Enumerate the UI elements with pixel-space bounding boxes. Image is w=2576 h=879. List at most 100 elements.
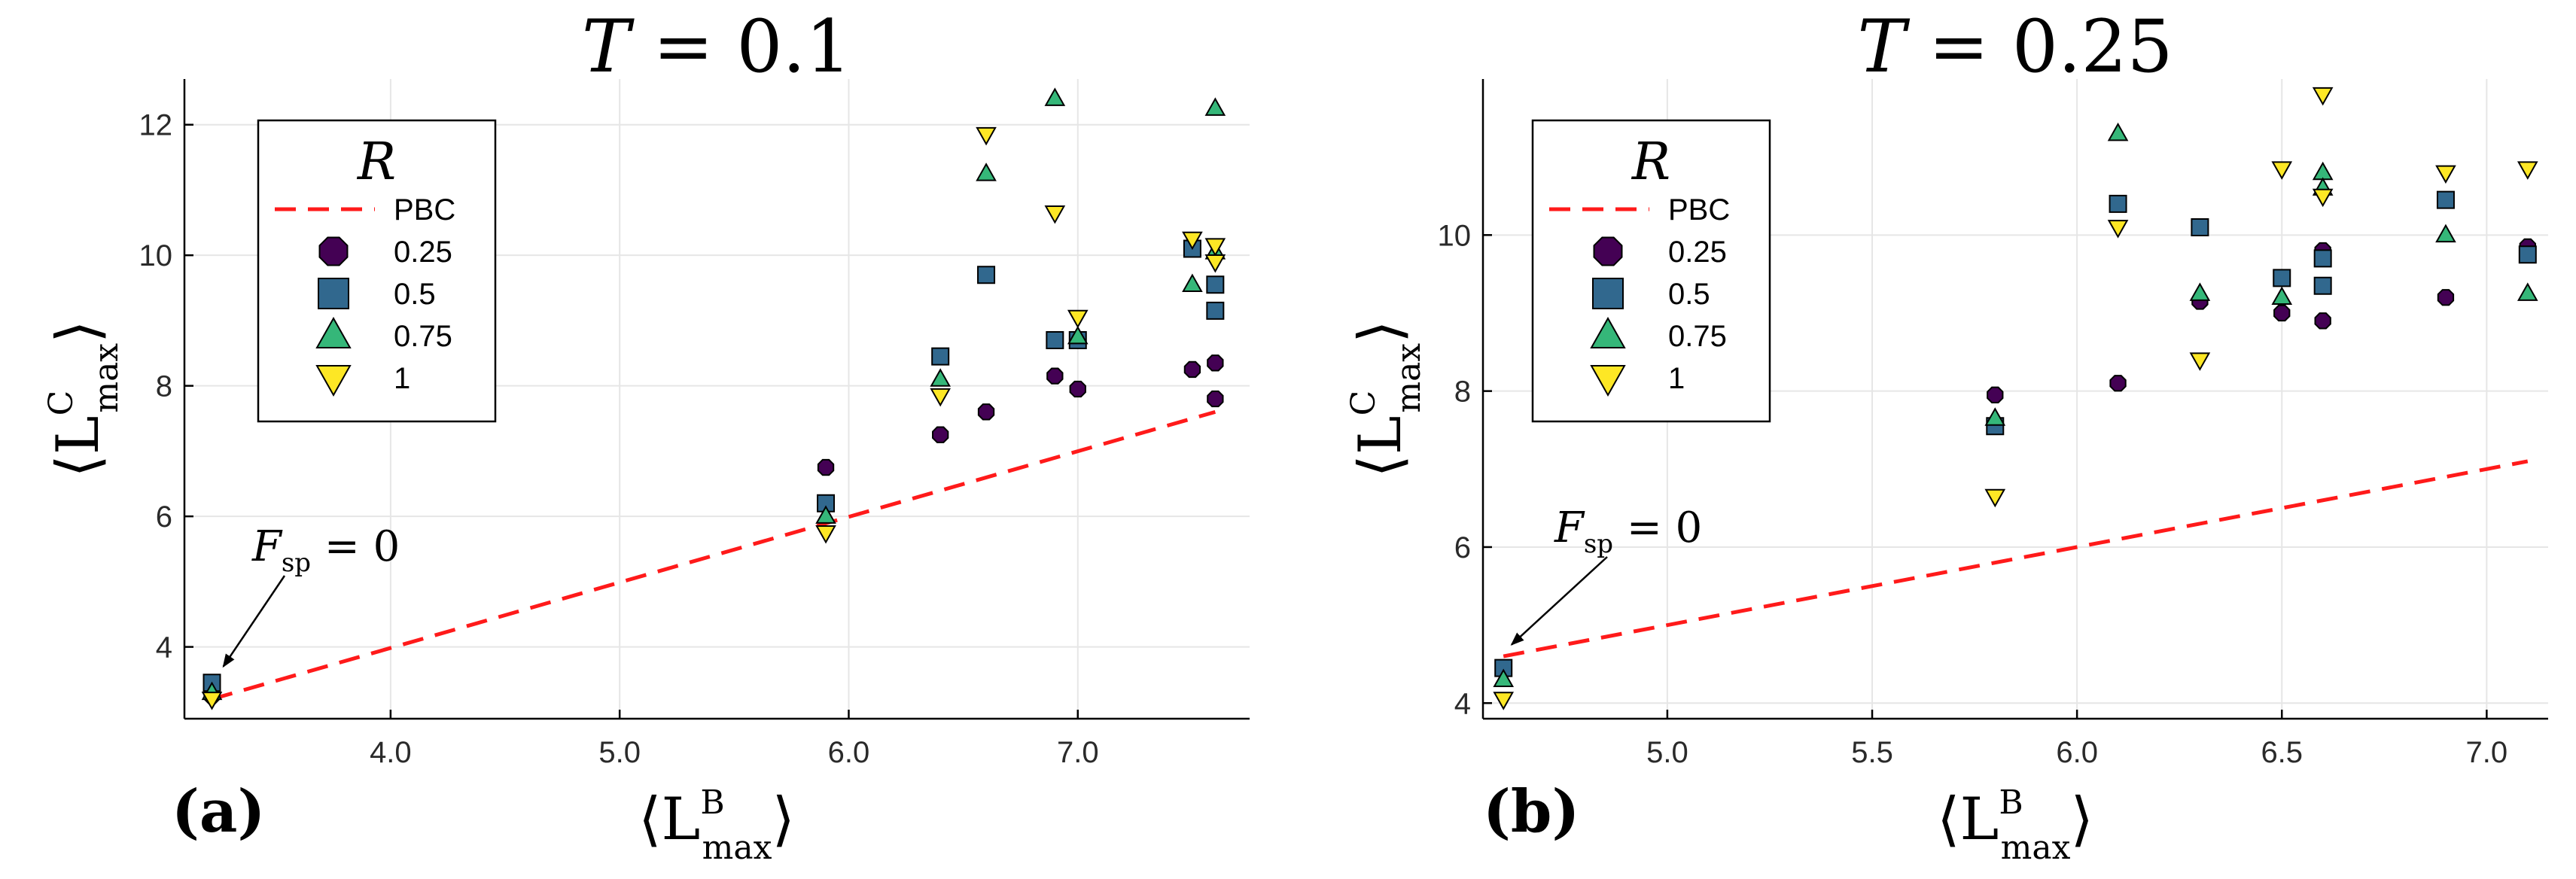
legend-marker-0.25 [1593, 236, 1623, 266]
data-point [2435, 224, 2456, 243]
legend-title: R [1631, 132, 1670, 192]
data-point [2109, 375, 2127, 392]
legend-marker-1 [1590, 365, 1626, 397]
legend-pbc-label: PBC [1668, 193, 1730, 227]
panel-b: 5.0 5.5 6.0 6.5 7.0 4 6 8 10 T = 0.25 ⟨LB max⟩ ⟨LC ma… [1344, 5, 2548, 867]
data-point [2314, 312, 2331, 330]
legend-label-0.25: 0.25 [1668, 236, 1727, 269]
y-tick-label: 4 [156, 631, 172, 665]
series-1 [1493, 87, 2538, 710]
legend-label-1: 1 [394, 362, 410, 395]
data-point [976, 126, 997, 146]
data-point [815, 525, 836, 544]
data-point [1493, 668, 1515, 687]
chart-title: T = 0.1 [582, 5, 851, 89]
y-tick-label: 8 [1454, 376, 1471, 409]
data-point [2313, 249, 2332, 268]
x-tick-label: 6.5 [2261, 736, 2303, 769]
annotation-text: Fsp = 0 [1554, 503, 1702, 559]
panel-label: (a) [172, 777, 265, 846]
data-point [2271, 161, 2293, 180]
data-point [2312, 87, 2334, 106]
data-point [1067, 309, 1089, 329]
data-point [1204, 97, 1226, 116]
x-tick-label: 5.5 [1851, 736, 1893, 769]
x-tick-label: 4.0 [370, 736, 412, 769]
legend-marker-0.5 [318, 278, 349, 309]
data-point [817, 494, 836, 512]
x-tick-label: 5.0 [598, 736, 641, 769]
y-tick-label: 10 [139, 239, 173, 272]
y-tick-label: 6 [1454, 531, 1471, 564]
y-axis-label: ⟨LC max⟩ [1344, 320, 1428, 477]
legend-marker-0.5 [1592, 278, 1624, 309]
data-point [1206, 275, 1225, 294]
y-tick-label: 6 [156, 500, 172, 534]
data-point [2107, 122, 2129, 141]
legend-label-1: 1 [1668, 362, 1685, 395]
x-axis-label: ⟨LB max⟩ [1937, 783, 2093, 867]
data-point [1067, 325, 1089, 345]
pbc-line [1503, 459, 2529, 658]
data-point [2312, 161, 2334, 181]
panel-label: (b) [1483, 777, 1579, 846]
legend-label-0.5: 0.5 [394, 278, 436, 311]
data-point [1183, 360, 1201, 379]
data-point [2107, 220, 2129, 239]
data-point [930, 368, 952, 387]
data-point [1984, 407, 2006, 426]
data-point [930, 388, 952, 407]
data-point [2517, 161, 2538, 180]
data-point [1046, 367, 1064, 385]
y-tick-label: 8 [156, 370, 172, 403]
x-tick-label: 7.0 [2466, 736, 2508, 769]
data-point [1182, 273, 1203, 293]
annotation-arrow [1510, 556, 1608, 646]
data-point [2437, 289, 2455, 306]
data-point [1044, 205, 1066, 224]
data-point [2313, 276, 2332, 295]
legend-marker-0.75 [1590, 316, 1626, 348]
data-point [931, 347, 950, 366]
legend-pbc-label: PBC [394, 193, 455, 227]
annotation-text: Fsp = 0 [251, 522, 400, 578]
legend-title: R [356, 132, 396, 192]
legend-label-0.75: 0.75 [394, 320, 452, 353]
data-point [977, 266, 996, 284]
data-point [2271, 286, 2293, 306]
data-point [1069, 380, 1086, 398]
y-tick-label: 4 [1454, 687, 1471, 720]
data-point [1204, 238, 1226, 257]
data-point [977, 403, 995, 421]
data-point [1046, 330, 1064, 349]
x-tick-label: 5.0 [1646, 736, 1688, 769]
data-point [2189, 352, 2211, 371]
legend-marker-0.75 [315, 316, 352, 348]
annotation-arrow [222, 575, 286, 668]
data-point [2273, 304, 2291, 322]
y-tick-label: 12 [139, 109, 173, 142]
data-point [1987, 386, 2004, 403]
data-point [2109, 194, 2127, 213]
data-point [1984, 488, 2006, 508]
series-0.75 [1493, 122, 2538, 687]
legend-box [257, 119, 497, 423]
series-1 [201, 126, 1226, 710]
data-point [1044, 87, 1066, 106]
data-point [2191, 217, 2209, 236]
data-point [2518, 245, 2537, 264]
data-point [1182, 231, 1203, 251]
data-point [2435, 165, 2456, 184]
data-point [2312, 188, 2334, 208]
data-point [2436, 190, 2455, 209]
chart-title: T = 0.25 [1857, 5, 2173, 89]
data-point [201, 692, 223, 710]
data-point [1494, 658, 1513, 677]
x-tick-label: 7.0 [1057, 736, 1099, 769]
legend-label-0.5: 0.5 [1668, 278, 1710, 311]
pbc-line [211, 409, 1216, 701]
data-point [1204, 254, 1226, 273]
y-axis-label: ⟨LC max⟩ [42, 320, 126, 477]
data-point [2189, 282, 2211, 301]
